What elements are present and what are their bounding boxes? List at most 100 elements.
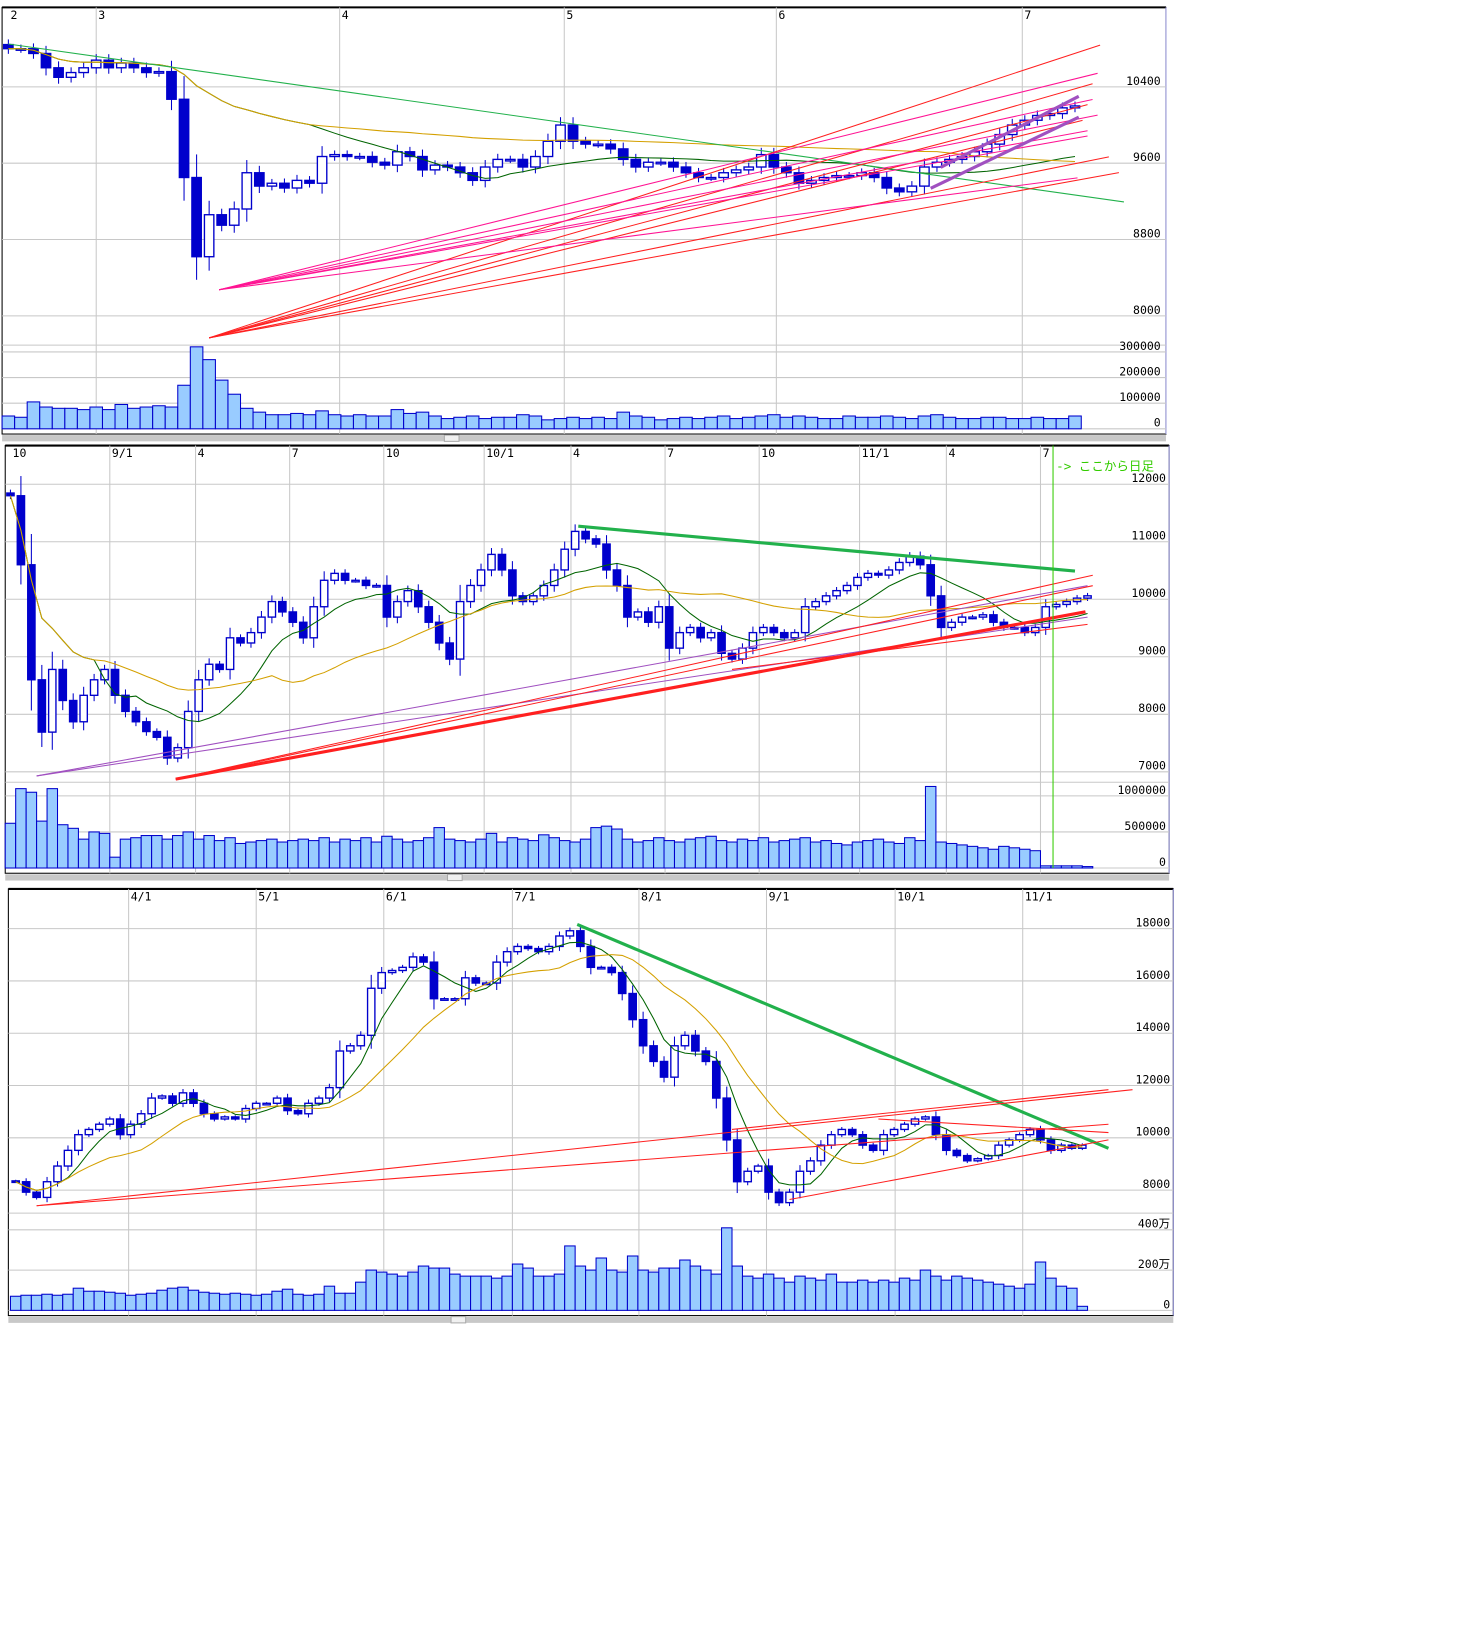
volume-bar — [1055, 1285, 1068, 1311]
candle-bearish — [668, 161, 679, 168]
volume-bar — [438, 1267, 451, 1311]
volume-bar — [177, 1286, 189, 1311]
trendline[interactable] — [36, 1089, 1133, 1207]
trendline[interactable] — [789, 1139, 1109, 1201]
candle-bullish — [105, 1118, 115, 1125]
volume-bar — [281, 1288, 294, 1311]
scrollbar-thumb[interactable] — [443, 434, 460, 442]
x-tick-label: 6/1 — [386, 889, 407, 903]
trendline[interactable] — [219, 72, 1098, 291]
trendline[interactable] — [578, 524, 1076, 573]
candle-bullish — [670, 1045, 679, 1078]
volume-bar — [1045, 1277, 1057, 1311]
volume-bar — [517, 838, 529, 869]
candle-bullish — [329, 153, 341, 158]
volume-bar — [25, 791, 38, 869]
volume-bar — [88, 831, 100, 869]
candle-bullish — [900, 1123, 909, 1131]
candle-bearish — [638, 1018, 648, 1047]
volume-bar — [119, 838, 132, 869]
candle-bullish — [879, 1133, 888, 1152]
scrollbar-thumb[interactable] — [450, 1316, 467, 1324]
candle-bullish — [983, 1154, 993, 1160]
trendline[interactable] — [731, 623, 1088, 670]
horizontal-scrollbar[interactable] — [5, 874, 1170, 881]
candle-bearish — [424, 606, 434, 623]
candle-bullish — [319, 579, 329, 608]
trendline[interactable] — [219, 98, 1093, 291]
trendline[interactable] — [209, 172, 1120, 339]
volume-bar — [892, 416, 907, 430]
price-tick-label: 8000 — [1138, 701, 1166, 715]
candle-bearish — [68, 699, 78, 723]
candle-bullish — [816, 1144, 826, 1162]
candle-bullish — [743, 1170, 753, 1183]
volume-bar — [977, 847, 989, 869]
trendline[interactable] — [878, 1118, 1109, 1134]
volume-bar — [4, 822, 17, 869]
x-tick-label: 10/1 — [897, 889, 925, 903]
trendline[interactable] — [175, 585, 1093, 780]
trendline[interactable] — [209, 119, 1083, 339]
horizontal-scrollbar[interactable] — [2, 435, 1166, 442]
volume-bar — [198, 1291, 210, 1311]
trendline[interactable] — [209, 156, 1109, 339]
trendline[interactable] — [209, 104, 1088, 339]
volume-bar — [768, 841, 780, 869]
candle-bearish — [293, 1109, 303, 1115]
trendline[interactable] — [576, 923, 1110, 1150]
volume-bar — [76, 409, 91, 430]
volume-bar — [396, 1275, 409, 1311]
candle-bearish — [497, 553, 507, 571]
volume-bar — [378, 415, 392, 430]
trendline[interactable] — [219, 135, 1088, 291]
candle-bullish — [680, 1034, 690, 1047]
trendline[interactable] — [940, 94, 1080, 169]
trendline[interactable] — [175, 610, 1086, 781]
trendline[interactable] — [219, 114, 1098, 291]
candle-bullish — [366, 987, 376, 1037]
candle-bullish — [560, 548, 570, 571]
volume-bar — [616, 1271, 628, 1311]
trendline[interactable] — [36, 585, 1088, 777]
candle-bullish — [832, 589, 841, 597]
candle-bullish — [372, 584, 381, 588]
volume-bar — [407, 1271, 419, 1311]
trendline[interactable] — [36, 1123, 1109, 1207]
trendline[interactable] — [8, 43, 1125, 203]
candle-bearish — [989, 614, 998, 623]
price-tick-label: 8800 — [1133, 226, 1161, 240]
volume-bar — [77, 838, 90, 869]
x-tick-label: 4 — [342, 8, 349, 22]
candle-bearish — [6, 492, 15, 497]
candle-bullish — [800, 606, 810, 634]
candle-bullish — [921, 1116, 930, 1120]
volume-bar — [830, 842, 843, 869]
candle-bullish — [354, 155, 366, 159]
volume-bar — [164, 406, 179, 430]
volume-bar — [453, 416, 467, 430]
price-tick-label: 9000 — [1138, 644, 1166, 658]
trendline[interactable] — [175, 574, 1093, 780]
trendline[interactable] — [208, 44, 1101, 339]
volume-bar — [480, 1275, 493, 1311]
trendline[interactable] — [731, 1089, 1109, 1130]
volume-bar — [1071, 865, 1083, 869]
candle-bullish — [968, 616, 977, 620]
scrollbar-thumb[interactable] — [446, 873, 463, 882]
trendline[interactable] — [219, 130, 1088, 291]
horizontal-scrollbar[interactable] — [8, 1316, 1174, 1323]
volume-bar — [208, 1292, 221, 1311]
x-tick-label: 7 — [1024, 8, 1031, 22]
x-tick-label: 2 — [10, 8, 17, 22]
trendline[interactable] — [930, 115, 1080, 190]
volume-bar — [239, 1293, 252, 1311]
volume-bar — [691, 418, 706, 430]
candle-bullish — [272, 1097, 282, 1104]
volume-tick-label: 0 — [1159, 855, 1166, 869]
volume-bar — [663, 840, 676, 869]
candle-bullish — [555, 124, 566, 142]
volume-bar — [224, 837, 236, 869]
candle-bullish — [89, 679, 99, 696]
trendline[interactable] — [219, 177, 1078, 291]
